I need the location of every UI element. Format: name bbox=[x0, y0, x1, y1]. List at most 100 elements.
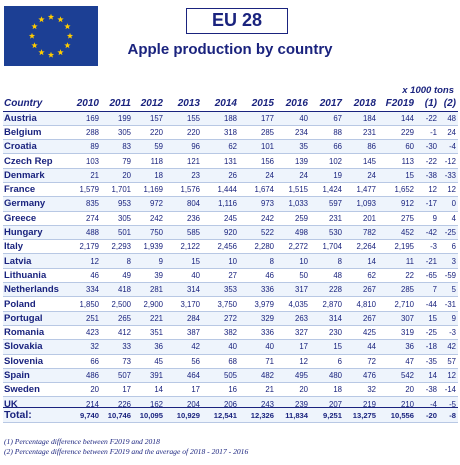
table-row: Lithuania 46 49 39 40 27 46 50 48 62 22 -65 -59 bbox=[3, 268, 458, 284]
table-cell: 12 bbox=[416, 182, 439, 198]
table-cell: 9 bbox=[133, 253, 165, 269]
table-cell: 488 bbox=[67, 225, 101, 241]
table-cell: 486 bbox=[67, 368, 101, 384]
table-cell: 2,500 bbox=[101, 296, 133, 312]
table-cell: 3,170 bbox=[165, 296, 202, 312]
table-cell: 1,652 bbox=[378, 182, 416, 198]
table-cell: 10 bbox=[276, 253, 310, 269]
table-cell: 314 bbox=[310, 311, 344, 326]
table-cell: 199 bbox=[101, 111, 133, 126]
column-header: 2013 bbox=[165, 97, 202, 112]
table-cell: 9 bbox=[416, 211, 439, 226]
table-row: Portugal 251 265 221 284 272 329 263 314 267 307 15… bbox=[3, 311, 458, 326]
table-cell: 5 bbox=[439, 282, 458, 298]
table-cell: 19 bbox=[310, 168, 344, 183]
table-cell: 285 bbox=[239, 125, 276, 141]
table-cell: 482 bbox=[239, 368, 276, 384]
table-cell: 188 bbox=[202, 111, 239, 126]
country-name: Slovakia bbox=[3, 339, 67, 355]
table-cell: -25 bbox=[439, 225, 458, 241]
country-name: Croatia bbox=[3, 139, 67, 155]
table-cell: 585 bbox=[165, 225, 202, 241]
country-name: Germany bbox=[3, 196, 67, 212]
table-cell: 10 bbox=[202, 253, 239, 269]
table-cell: 263 bbox=[276, 311, 310, 326]
table-cell: -14 bbox=[439, 382, 458, 398]
country-name: Latvia bbox=[3, 253, 67, 269]
table-cell: -3 bbox=[439, 325, 458, 341]
table-cell: 231 bbox=[310, 211, 344, 226]
country-name: Belgium bbox=[3, 125, 67, 141]
table-cell: 412 bbox=[101, 325, 133, 341]
table-cell: 26 bbox=[202, 168, 239, 183]
table-cell: 4,035 bbox=[276, 296, 310, 312]
table-row: Netherlands 334 418 281 314 353 336 317 228 267 28… bbox=[3, 282, 458, 298]
table-cell: 245 bbox=[202, 211, 239, 226]
table-cell: 14 bbox=[133, 382, 165, 398]
table-cell: 15 bbox=[416, 311, 439, 326]
table-cell: 118 bbox=[133, 153, 165, 169]
table-cell: 327 bbox=[276, 325, 310, 341]
table-cell: 32 bbox=[67, 339, 101, 355]
table-row: France 1,579 1,701 1,169 1,576 1,444 1,674 1,51… bbox=[3, 182, 458, 198]
table-cell: 495 bbox=[276, 368, 310, 384]
table-cell: 40 bbox=[165, 268, 202, 284]
table-cell: 42 bbox=[165, 339, 202, 355]
production-table: Country 2010 2011 2012 2013 2014 2015 2016 2017 2… bbox=[3, 97, 458, 412]
table-cell: 1,579 bbox=[67, 182, 101, 198]
table-header-row: Country 2010 2011 2012 2013 2014 2015 2016 2017 2… bbox=[3, 97, 458, 112]
table-cell: 3 bbox=[439, 253, 458, 269]
table-cell: 21 bbox=[67, 168, 101, 183]
table-cell: 265 bbox=[101, 311, 133, 326]
table-cell: 46 bbox=[67, 268, 101, 284]
total-cell: 12,541 bbox=[202, 407, 239, 423]
table-cell: 18 bbox=[133, 168, 165, 183]
table-cell: -59 bbox=[439, 268, 458, 284]
eu-flag bbox=[4, 6, 98, 66]
table-cell: 4,810 bbox=[344, 296, 378, 312]
table-row: Spain 486 507 391 464 505 482 495 480 476 542 14 12 bbox=[3, 368, 458, 384]
table-cell: 284 bbox=[165, 311, 202, 326]
table-cell: 319 bbox=[378, 325, 416, 341]
flag-star-icon bbox=[31, 23, 38, 30]
table-cell: 336 bbox=[239, 325, 276, 341]
country-name: Italy bbox=[3, 239, 67, 255]
table-row: Denmark 21 20 18 23 26 24 24 19 24 15 -38 -33 bbox=[3, 168, 458, 183]
footnote-1: (1) Percentage difference between F2019 … bbox=[4, 437, 160, 446]
country-name: Portugal bbox=[3, 311, 67, 326]
country-name: Slovenia bbox=[3, 354, 67, 369]
table-cell: 139 bbox=[276, 153, 310, 169]
total-row: Total: 9,740 10,746 10,095 10,929 12,541 12,32… bbox=[3, 407, 458, 423]
table-cell: 103 bbox=[67, 153, 101, 169]
table-cell: 12 bbox=[439, 368, 458, 384]
table-row: Sweden 20 17 14 17 16 21 20 18 32 20 -38 -14 bbox=[3, 382, 458, 398]
table-cell: 418 bbox=[101, 282, 133, 298]
table-cell: 56 bbox=[165, 354, 202, 369]
table-cell: 40 bbox=[239, 339, 276, 355]
country-name: Sweden bbox=[3, 382, 67, 398]
total-cell: 9,740 bbox=[67, 407, 101, 423]
table-cell: 259 bbox=[276, 211, 310, 226]
table-cell: 2,710 bbox=[378, 296, 416, 312]
table-cell: 314 bbox=[165, 282, 202, 298]
table-cell: 131 bbox=[202, 153, 239, 169]
total-cell: 11,834 bbox=[276, 407, 310, 423]
table-cell: 121 bbox=[165, 153, 202, 169]
table-cell: 476 bbox=[344, 368, 378, 384]
table-cell: 480 bbox=[310, 368, 344, 384]
total-cell: 10,746 bbox=[101, 407, 133, 423]
table-cell: 36 bbox=[133, 339, 165, 355]
table-cell: 14 bbox=[416, 368, 439, 384]
table-cell: 912 bbox=[378, 196, 416, 212]
table-cell: 2,900 bbox=[133, 296, 165, 312]
table-cell: 2,870 bbox=[310, 296, 344, 312]
table-cell: 782 bbox=[344, 225, 378, 241]
table-cell: -17 bbox=[416, 196, 439, 212]
table-cell: 12 bbox=[439, 182, 458, 198]
table-cell: 1,576 bbox=[165, 182, 202, 198]
country-name: Spain bbox=[3, 368, 67, 384]
table-cell: 3,979 bbox=[239, 296, 276, 312]
table-cell: 155 bbox=[165, 111, 202, 126]
table-cell: -38 bbox=[416, 382, 439, 398]
table-cell: 267 bbox=[344, 311, 378, 326]
